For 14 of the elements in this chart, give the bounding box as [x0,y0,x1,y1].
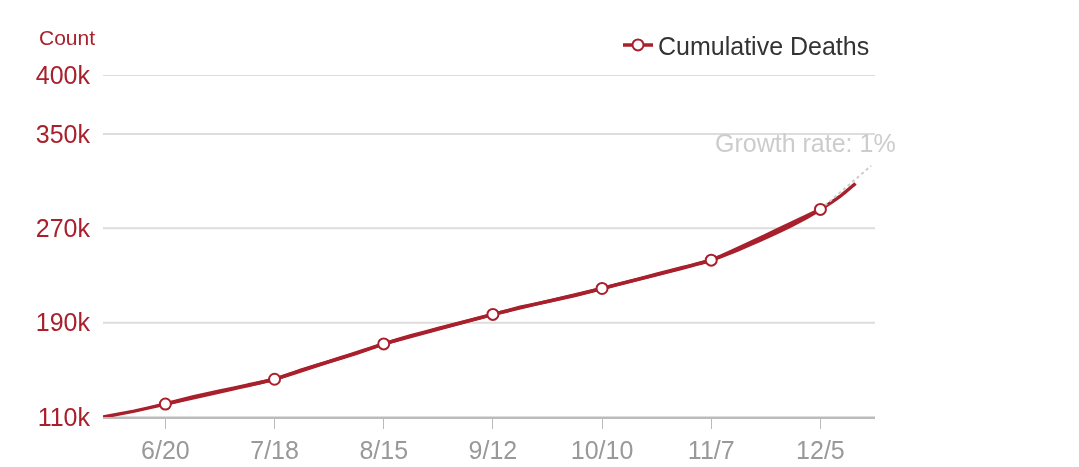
y-tick-label: 190k [35,308,91,337]
x-tick-label: 11/7 [687,436,735,464]
x-tick-label: 12/5 [796,436,845,464]
x-tick-label: 6/20 [141,436,190,464]
y-tick-label: 400k [35,60,91,89]
y-tick-label: 270k [35,214,91,243]
x-tick-label: 7/18 [250,436,299,464]
x-tick-label: 9/12 [468,436,518,464]
x-tick-label: 8/15 [359,436,409,464]
y-tick-label: 350k [35,119,91,148]
legend-label: Cumulative Deaths [658,31,870,60]
y-axis-title: Count [39,26,96,49]
y-tick-label: 110k [37,402,91,431]
x-tick-label: 10/10 [570,436,634,464]
